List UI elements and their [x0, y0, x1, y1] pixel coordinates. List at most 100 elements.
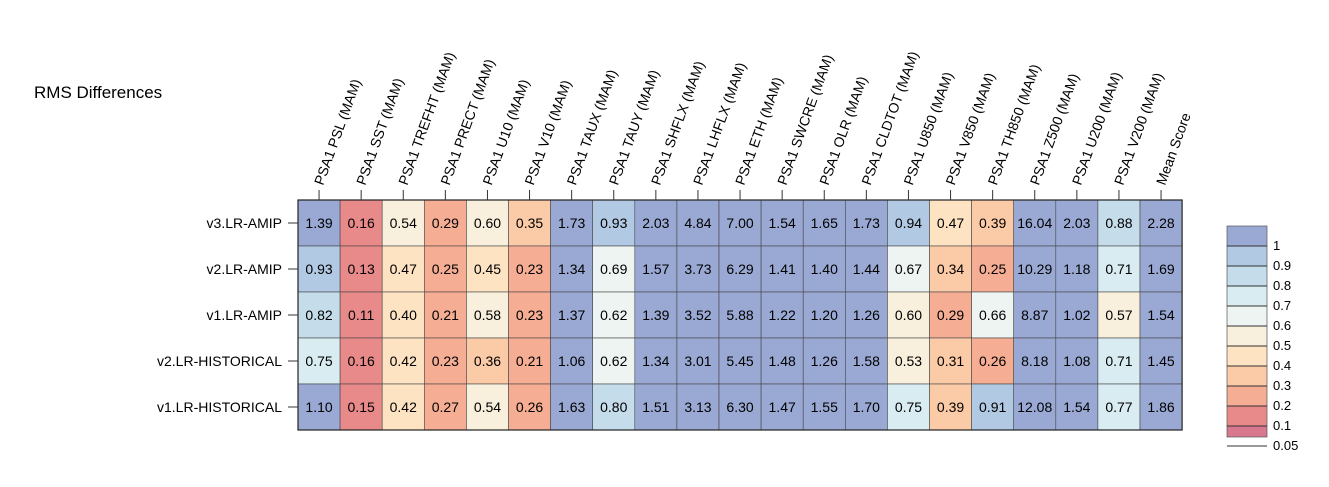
colorbar: 1 0.9 0.8 0.7 0.6 0.5 0.4 0.3 0.2 0.1 0.05: [1226, 225, 1298, 453]
colorbar-swatch: [1226, 345, 1268, 367]
cell-value-label: 4.84: [684, 215, 711, 231]
heatmap-cell: [844, 337, 888, 385]
heatmap-cell: [423, 245, 467, 293]
heatmap-cell: [381, 383, 425, 431]
colorbar-tick-label: 0.2: [1273, 398, 1291, 413]
cell-value-label: 6.29: [726, 261, 753, 277]
cell-value-label: 3.52: [684, 307, 711, 323]
heatmap-cell: [887, 383, 930, 431]
cell-value-label: 1.08: [1063, 353, 1090, 369]
cell-value-label: 3.01: [684, 353, 711, 369]
heatmap-cells: [297, 199, 1183, 431]
heatmap-cell: [760, 383, 804, 431]
cell-value-label: 10.29: [1017, 261, 1052, 277]
cell-value-label: 0.21: [432, 307, 459, 323]
heatmap-cell: [592, 199, 636, 247]
cell-value-label: 0.35: [516, 215, 543, 231]
heatmap-cell: [676, 245, 720, 293]
heatmap-cell: [423, 383, 467, 431]
cell-value-label: 1.55: [811, 399, 838, 415]
cell-value-label: 1.10: [305, 399, 332, 415]
cell-value-label: 1.41: [769, 261, 796, 277]
cell-value-label: 1.39: [305, 215, 332, 231]
heatmap-cell: [381, 291, 425, 339]
heatmap-cell: [1055, 245, 1099, 293]
cell-value-label: 1.48: [769, 353, 796, 369]
cell-value-label: 1.02: [1063, 307, 1090, 323]
heatmap-cell: [929, 337, 972, 385]
column-label: PSA1 V10 (MAM): [521, 78, 574, 187]
heatmap-cell: [676, 199, 720, 247]
cell-value-label: 5.88: [726, 307, 753, 323]
cell-value-label: 1.54: [1063, 399, 1090, 415]
cell-value-label: 1.06: [558, 353, 585, 369]
cell-value-label: 0.58: [474, 307, 501, 323]
chart-title: RMS Differences: [34, 83, 162, 102]
cell-value-label: 0.66: [979, 307, 1006, 323]
heatmap-cell: [1055, 199, 1099, 247]
heatmap-cell: [929, 383, 972, 431]
colorbar-tick-label: 0.8: [1273, 278, 1291, 293]
heatmap-cell: [297, 245, 341, 293]
cell-value-label: 2.28: [1147, 215, 1174, 231]
heatmap-cell: [1013, 383, 1057, 431]
cell-value-label: 16.04: [1017, 215, 1052, 231]
cell-value-label: 1.18: [1063, 261, 1090, 277]
cell-value-label: 5.45: [726, 353, 753, 369]
colorbar-tick-label: 0.7: [1273, 298, 1291, 313]
cell-value-label: 2.03: [642, 215, 669, 231]
heatmap-cell: [466, 199, 509, 247]
cell-value-label: 1.69: [1147, 261, 1174, 277]
cell-value-label: 0.26: [516, 399, 543, 415]
cell-value-label: 3.73: [684, 261, 711, 277]
heatmap-cell: [297, 291, 341, 339]
cell-value-label: 3.13: [684, 399, 711, 415]
cell-value-label: 1.47: [769, 399, 796, 415]
heatmap-cell: [1139, 199, 1183, 247]
heatmap-cell: [929, 199, 972, 247]
heatmap-cell: [297, 337, 341, 385]
cell-value-label: 0.62: [600, 307, 627, 323]
cell-value-label: 1.26: [811, 353, 838, 369]
colorbar-tick-label: 0.4: [1273, 358, 1291, 373]
heatmap-cell: [1013, 337, 1057, 385]
heatmap-cell: [423, 199, 467, 247]
heatmap-cell: [550, 245, 593, 293]
cell-value-label: 8.18: [1021, 353, 1048, 369]
row-labels: v3.LR-AMIP v2.LR-AMIP v1.LR-AMIP v2.LR-HIST…: [157, 215, 298, 415]
cell-value-label: 0.36: [474, 353, 501, 369]
cell-value-label: 6.30: [726, 399, 753, 415]
cell-value-label: 0.34: [937, 261, 964, 277]
cell-value-label: 0.29: [432, 215, 459, 231]
heatmap-cell: [1139, 245, 1183, 293]
cell-value-label: 1.40: [811, 261, 838, 277]
heatmap-cell: [971, 199, 1014, 247]
cell-value-label: 0.23: [516, 307, 543, 323]
colorbar-tick-label: 0.3: [1273, 378, 1291, 393]
heatmap-cell: [802, 199, 846, 247]
cell-value-label: 0.39: [937, 399, 964, 415]
heatmap-cell: [844, 383, 888, 431]
cell-value-label: 0.23: [516, 261, 543, 277]
heatmap-cell: [466, 383, 509, 431]
row-label: v2.LR-AMIP: [207, 261, 282, 277]
cell-value-label: 1.51: [642, 399, 669, 415]
heatmap-cell: [676, 383, 720, 431]
cell-value-label: 1.34: [642, 353, 669, 369]
cell-value-label: 0.25: [979, 261, 1006, 277]
colorbar-swatch: [1226, 305, 1268, 327]
cell-value-label: 0.25: [432, 261, 459, 277]
heatmap-cell: [592, 383, 636, 431]
heatmap-cell: [508, 337, 551, 385]
heatmap-cell: [466, 337, 509, 385]
row-label: v1.LR-HISTORICAL: [157, 399, 282, 415]
colorbar-swatch: [1226, 385, 1268, 407]
heatmap-cell: [1139, 383, 1183, 431]
cell-value-label: 0.82: [305, 307, 332, 323]
cell-value-label: 12.08: [1017, 399, 1052, 415]
cell-value-label: 0.21: [516, 353, 543, 369]
row-label: v2.LR-HISTORICAL: [157, 353, 282, 369]
heatmap-cell: [844, 245, 888, 293]
heatmap-cell: [297, 383, 341, 431]
cell-value-label: 0.42: [390, 353, 417, 369]
